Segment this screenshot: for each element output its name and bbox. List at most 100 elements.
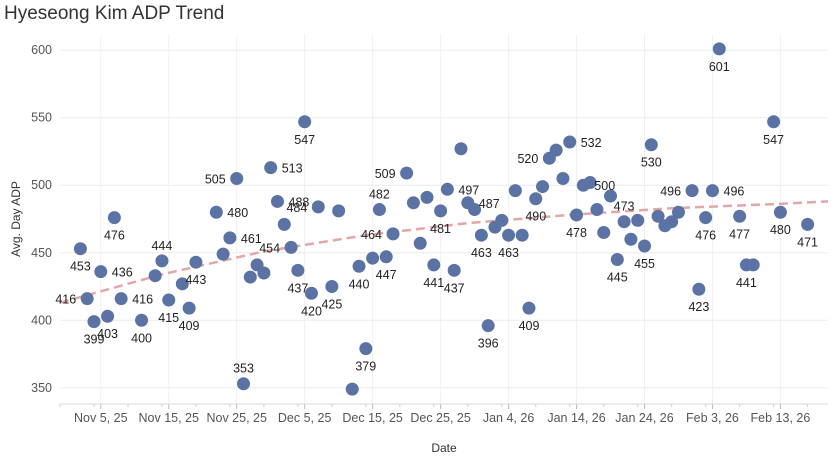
data-label: 547 (294, 133, 315, 147)
data-label: 464 (361, 228, 382, 242)
chart-title: Hyeseong Kim ADP Trend (4, 3, 225, 24)
points-layer (73, 42, 815, 396)
data-point (495, 213, 509, 227)
data-point (332, 204, 346, 218)
x-tick-label: Feb 13, 26 (751, 411, 811, 425)
data-point (87, 315, 101, 329)
data-point (597, 226, 611, 240)
data-label: 445 (607, 271, 628, 285)
data-point (182, 301, 196, 315)
data-label: 487 (479, 197, 500, 211)
data-point (359, 342, 373, 356)
data-label: 473 (614, 200, 635, 214)
data-point (304, 286, 318, 300)
data-point (570, 208, 584, 222)
data-point (406, 196, 420, 210)
data-label: 505 (205, 173, 226, 187)
data-point (80, 292, 94, 306)
data-label: 601 (709, 60, 730, 74)
data-point (277, 217, 291, 231)
x-tick-label: Nov 25, 25 (206, 411, 267, 425)
data-label: 423 (688, 300, 709, 314)
data-point (284, 240, 298, 254)
data-label: 455 (634, 257, 655, 271)
data-label: 520 (517, 152, 538, 166)
data-point (264, 161, 278, 175)
data-point (352, 259, 366, 273)
data-point (692, 282, 706, 296)
x-tick-label: Jan 4, 26 (483, 411, 534, 425)
data-point (400, 166, 414, 180)
data-point (372, 203, 386, 217)
data-point (413, 236, 427, 250)
data-label: 481 (430, 222, 451, 236)
data-label: 441 (423, 276, 444, 290)
data-point (671, 205, 685, 219)
grid (60, 34, 828, 404)
y-tick-label: 350 (31, 381, 52, 395)
data-label: 500 (594, 179, 615, 193)
data-label: 415 (158, 311, 179, 325)
x-tick-label: Dec 15, 25 (342, 411, 403, 425)
data-point (209, 205, 223, 219)
data-label: 444 (151, 239, 172, 253)
data-label: 482 (369, 188, 390, 202)
data-label: 471 (797, 235, 818, 249)
data-point (651, 209, 665, 223)
x-tick-label: Dec 5, 25 (278, 411, 332, 425)
data-point (257, 266, 271, 280)
data-label: 484 (286, 201, 307, 215)
data-point (617, 215, 631, 229)
data-label: 547 (763, 133, 784, 147)
data-point (379, 250, 393, 264)
data-point (148, 269, 162, 283)
data-point (189, 255, 203, 269)
data-point (705, 184, 719, 198)
data-label: 490 (525, 210, 546, 224)
data-point (665, 215, 679, 229)
data-label: 409 (179, 319, 200, 333)
data-label: 440 (349, 277, 370, 291)
x-tick-label: Feb 3, 26 (686, 411, 739, 425)
y-tick-label: 450 (31, 246, 52, 260)
data-point (114, 292, 128, 306)
data-label: 488 (289, 195, 310, 209)
data-point (637, 239, 651, 253)
data-point (536, 180, 550, 194)
data-point (366, 251, 380, 265)
data-point (420, 190, 434, 204)
data-label: 416 (132, 293, 153, 307)
y-tick-label: 500 (31, 178, 52, 192)
data-point (508, 184, 522, 198)
data-point (644, 138, 658, 152)
data-label: 513 (282, 162, 303, 176)
data-point (733, 209, 747, 223)
data-point (767, 115, 781, 129)
data-point (481, 319, 495, 333)
data-label: 409 (519, 319, 540, 333)
data-label: 441 (736, 276, 757, 290)
data-point (237, 377, 251, 391)
data-point (583, 176, 597, 190)
data-point (243, 270, 257, 284)
data-point (162, 293, 176, 307)
data-label: 400 (131, 331, 152, 345)
data-label: 530 (641, 156, 662, 170)
data-point (699, 211, 713, 225)
data-point (746, 258, 760, 272)
data-point (474, 228, 488, 242)
x-axis-title: Date (431, 441, 457, 455)
data-label: 461 (241, 232, 262, 246)
data-point (325, 280, 339, 294)
data-point (801, 217, 815, 231)
data-point (386, 227, 400, 241)
data-point (135, 313, 149, 327)
data-point (101, 309, 115, 323)
data-point (270, 194, 284, 208)
data-label: 416 (55, 293, 76, 307)
y-axis-title: Avg. Day ADP (9, 181, 23, 257)
data-label: 496 (724, 185, 745, 199)
data-point (563, 135, 577, 149)
data-label: 497 (458, 183, 479, 197)
data-label: 353 (233, 362, 254, 376)
